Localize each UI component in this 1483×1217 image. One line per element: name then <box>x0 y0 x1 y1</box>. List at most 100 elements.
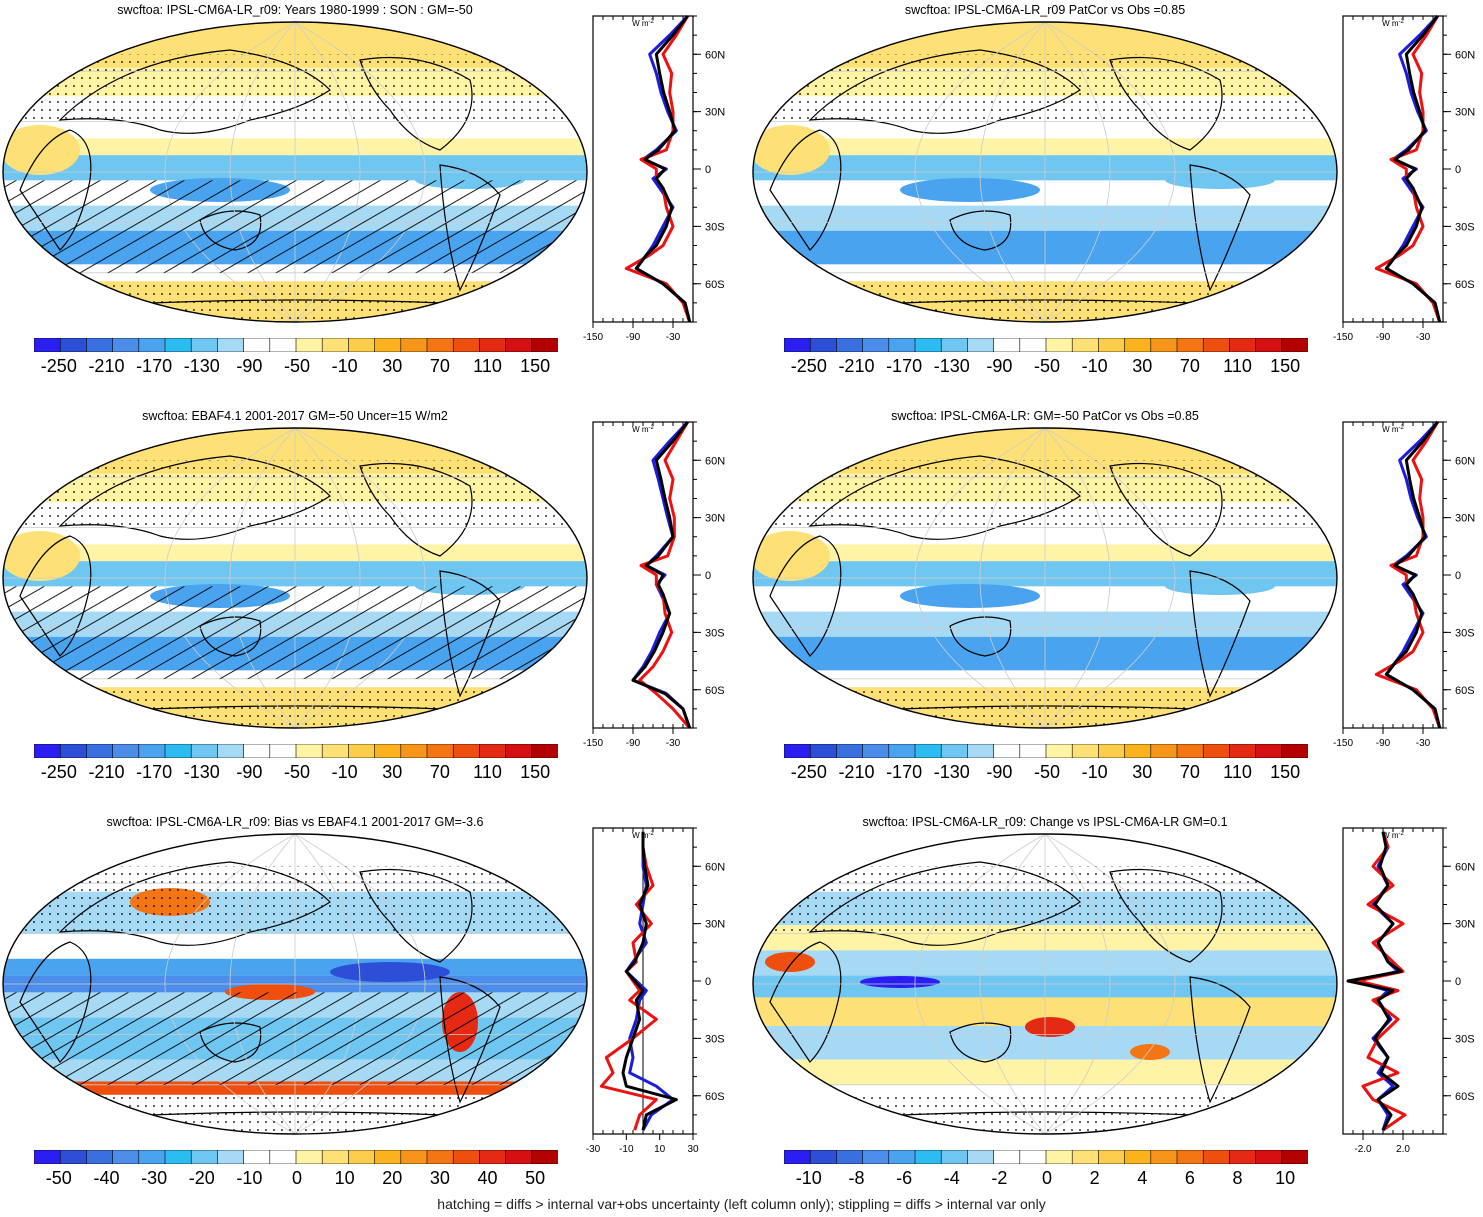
colorbar-swatch <box>784 338 811 352</box>
panel-title: swcftoa: IPSL-CM6A-LR_r09: Change vs IPS… <box>862 815 1228 829</box>
zonal-series-black <box>621 831 678 1131</box>
colorbar-tick-label: 150 <box>1270 356 1301 376</box>
colorbar-swatch <box>452 744 481 758</box>
colorbar-tick-label: -50 <box>283 356 311 376</box>
colorbar-swatch <box>348 744 376 758</box>
panel-3: swcftoa: EBAF4.1 2001-2017 GM=-50 Uncer=… <box>0 406 740 811</box>
colorbar-tick-label: -170 <box>136 356 173 376</box>
colorbar-swatch <box>1019 1150 1047 1164</box>
colorbar-swatch <box>993 744 1021 758</box>
colorbar-tick-label: 30 <box>382 762 403 782</box>
colorbar-swatch <box>1045 338 1073 352</box>
robinson-map <box>752 21 1338 323</box>
zonal-xtick-label: -90 <box>1376 332 1391 343</box>
colorbar-swatch <box>86 1150 114 1164</box>
colorbar-swatch <box>217 744 245 758</box>
zonal-ytick-label: 60N <box>705 861 725 873</box>
zonal-ytick-label: 60S <box>1455 1091 1475 1103</box>
colorbar-tick-label: -130 <box>183 356 220 376</box>
zonal-xtick-label: -30 <box>666 332 681 343</box>
colorbar-swatch <box>217 338 245 352</box>
colorbar-swatch <box>243 338 271 352</box>
colorbar-swatch <box>452 1150 481 1164</box>
colorbar-swatch <box>1176 744 1204 758</box>
colorbar-swatch <box>888 338 916 352</box>
zonal-xtick-label: 2.0 <box>1396 1144 1410 1155</box>
colorbar-tick-label: -4 <box>943 1168 960 1188</box>
zonal-ytick-label: 60N <box>705 49 725 61</box>
zonal-xtick-label: -150 <box>1333 738 1353 749</box>
colorbar-swatch <box>34 338 61 352</box>
colorbar-swatch <box>1281 1150 1308 1164</box>
colorbar-tick-label: 50 <box>525 1168 546 1188</box>
colorbar-swatch <box>1019 338 1047 352</box>
colorbar-tick-label: -50 <box>45 1168 72 1188</box>
colorbar-tick-label: -10 <box>236 1168 263 1188</box>
panel-4: swcftoa: IPSL-CM6A-LR: GM=-50 PatCor vs … <box>750 406 1483 811</box>
zonal-ytick-label: 60S <box>705 1091 725 1103</box>
zonal-ytick-label: 30S <box>1455 221 1475 233</box>
colorbar-tick-label: 8 <box>1232 1168 1243 1188</box>
colorbar-swatch <box>426 1150 454 1164</box>
colorbar-tick-label: -6 <box>896 1168 913 1188</box>
colorbar-tick-label: 110 <box>473 762 502 782</box>
zonal-ytick-label: 0 <box>705 164 711 176</box>
colorbar-tick-label: 70 <box>429 356 450 376</box>
zonal-ytick-label: 30N <box>1455 919 1475 931</box>
zonal-ytick-label: 0 <box>1455 164 1461 176</box>
zonal-mean-plot: 60N 30N 0 30S 60S -150 -90 -30 W m-2 <box>1333 420 1475 749</box>
colorbar-swatch <box>1071 1150 1100 1164</box>
colorbar-swatch <box>1176 338 1204 352</box>
colorbar-swatch <box>914 1150 942 1164</box>
colorbar-tick-label: -10 <box>795 1168 822 1188</box>
zonal-ytick-label: 60S <box>705 279 725 291</box>
zonal-ytick-label: 0 <box>1455 570 1461 582</box>
colorbar-swatch <box>1202 338 1231 352</box>
colorbar-tick-label: -10 <box>1081 356 1108 376</box>
colorbar-swatch <box>479 744 507 758</box>
colorbar-tick-label: 6 <box>1184 1168 1195 1188</box>
colorbar-tick-label: -30 <box>141 1168 168 1188</box>
robinson-map <box>2 21 588 323</box>
colorbar-swatch <box>426 338 454 352</box>
colorbar-tick-label: -90 <box>986 356 1013 376</box>
colorbar-tick-label: -90 <box>236 762 263 782</box>
colorbar-swatch <box>1098 338 1126 352</box>
colorbar-swatch <box>1229 1150 1257 1164</box>
colorbar-swatch <box>1150 338 1178 352</box>
colorbar-swatch <box>914 744 942 758</box>
colorbar-swatch <box>1229 744 1257 758</box>
colorbar-tick-label: 70 <box>1179 356 1200 376</box>
colorbar-swatch <box>1019 744 1047 758</box>
colorbar-tick-label: -210 <box>838 356 875 376</box>
colorbar-tick-label: -90 <box>986 762 1013 782</box>
zonal-ytick-label: 60N <box>705 455 725 467</box>
colorbar-swatch <box>505 744 533 758</box>
colorbar-swatch <box>967 338 995 352</box>
robinson-map <box>752 427 1338 729</box>
colorbar-swatch <box>86 744 114 758</box>
panel-title: swcftoa: IPSL-CM6A-LR_r09 PatCor vs Obs … <box>904 3 1186 17</box>
zonal-xtick-label: 30 <box>687 1144 699 1155</box>
colorbar-tick-label: 30 <box>1132 762 1153 782</box>
colorbar-swatch <box>784 744 811 758</box>
zonal-units: W m-2 <box>632 19 654 28</box>
colorbar-swatch <box>836 338 864 352</box>
colorbar-swatch <box>217 1150 245 1164</box>
colorbar-tick-label: -130 <box>933 356 970 376</box>
colorbar-swatch <box>1150 1150 1178 1164</box>
colorbar-swatch <box>295 1150 323 1164</box>
panel-title: swcftoa: IPSL-CM6A-LR_r09: Bias vs EBAF4… <box>106 815 484 829</box>
colorbar-swatch <box>967 744 995 758</box>
colorbar-swatch <box>505 338 533 352</box>
colorbar-tick-label: -10 <box>1081 762 1108 782</box>
panel-title: swcftoa: EBAF4.1 2001-2017 GM=-50 Uncer=… <box>142 409 448 423</box>
colorbar-swatch <box>59 744 88 758</box>
zonal-mean-plot: 60N 30N 0 30S 60S -150 -90 -30 W m-2 <box>1333 14 1475 343</box>
zonal-units: W m-2 <box>1382 425 1404 434</box>
colorbar-swatch <box>59 338 88 352</box>
colorbar-labels: -250 -210 -170 -130 -90 -50 -10 30 70 110 150 <box>34 356 558 378</box>
zonal-xtick-label: -90 <box>626 738 641 749</box>
colorbar-tick-label: -250 <box>40 356 77 376</box>
colorbar <box>784 744 1308 758</box>
